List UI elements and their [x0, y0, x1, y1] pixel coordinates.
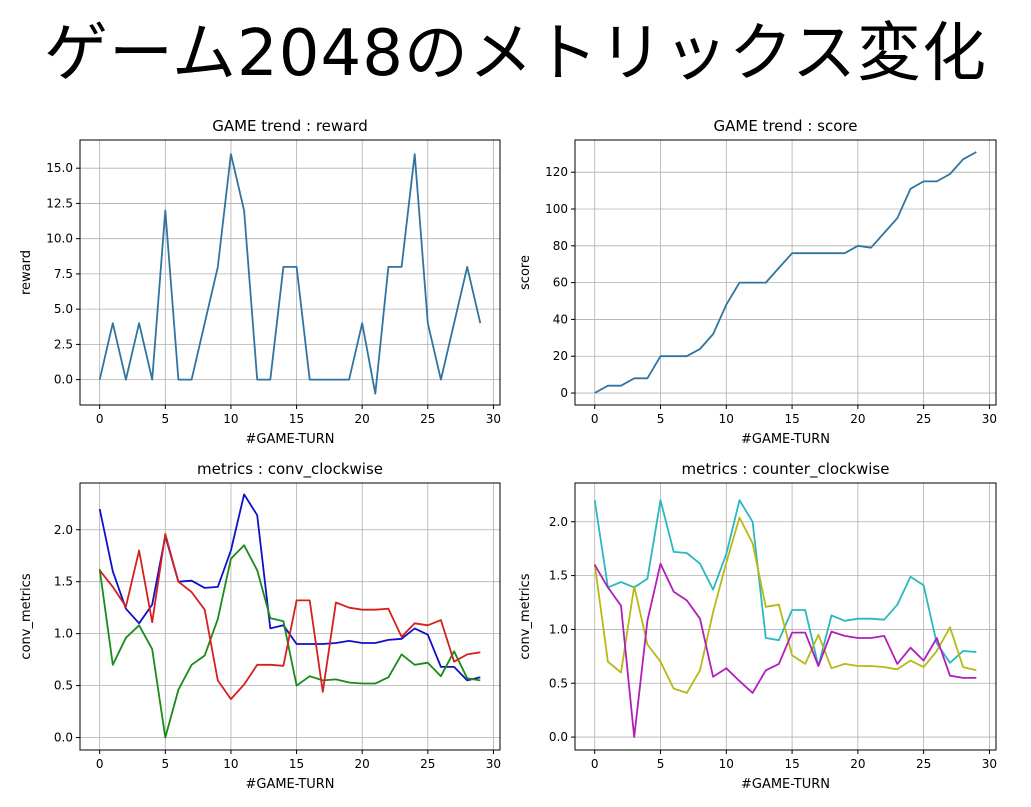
chart-0-xtick-label-4: 20 — [355, 412, 370, 426]
chart-0-xtick-label-6: 30 — [486, 412, 501, 426]
chart-0-title: GAME trend : reward — [212, 117, 368, 135]
chart-3-ytick-label-1: 0.5 — [549, 676, 568, 690]
chart-0-ytick-label-5: 12.5 — [46, 196, 73, 210]
chart-2-series-line-1 — [98, 544, 481, 739]
chart-2-xtick-label-6: 30 — [486, 757, 501, 771]
chart-1-ylabel: score — [518, 255, 533, 290]
chart-1-ytick-label-4: 80 — [553, 239, 568, 253]
chart-1-ytick-label-2: 40 — [553, 312, 568, 326]
chart-3-frame — [574, 482, 997, 751]
chart-2-xlabel: #GAME-TURN — [245, 777, 334, 792]
chart-3-title: metrics : counter_clockwise — [682, 460, 890, 479]
chart-1-xtick-label-2: 10 — [719, 412, 734, 426]
chart-0-ytick-label-2: 5.0 — [54, 302, 73, 316]
chart-1-xlabel: #GAME-TURN — [741, 432, 830, 447]
chart-1-ytick-label-5: 100 — [545, 202, 568, 216]
chart-3-xtick-label-1: 5 — [657, 757, 665, 771]
chart-1-xtick-label-0: 0 — [591, 412, 599, 426]
chart-3-xtick-label-5: 25 — [916, 757, 931, 771]
chart-2-ytick-label-1: 0.5 — [54, 679, 73, 693]
chart-1-ytick-label-6: 120 — [545, 165, 568, 179]
chart-3-xtick-label-0: 0 — [591, 757, 599, 771]
chart-3-xlabel: #GAME-TURN — [741, 777, 830, 792]
chart-3-ytick-label-2: 1.0 — [549, 622, 568, 636]
chart-2-ylabel: conv_metrics — [19, 573, 34, 659]
chart-3-series-line-0 — [593, 499, 977, 667]
chart-0-ytick-label-3: 7.5 — [54, 267, 73, 281]
chart-1-xtick-label-1: 5 — [657, 412, 665, 426]
chart-1-xtick-label-5: 25 — [916, 412, 931, 426]
chart-2-ytick-label-0: 0.0 — [54, 731, 73, 745]
chart-2-ytick-label-2: 1.0 — [54, 627, 73, 641]
chart-1-ytick-label-0: 0 — [560, 386, 568, 400]
chart-0-frame — [79, 139, 501, 406]
chart-3-series-line-1 — [593, 516, 977, 694]
chart-2-series-line-2 — [98, 533, 481, 700]
chart-3-xtick-label-2: 10 — [719, 757, 734, 771]
chart-3-ylabel: conv_metrics — [518, 573, 533, 659]
chart-0-xtick-label-2: 10 — [223, 412, 238, 426]
chart-0-xtick-label-3: 15 — [289, 412, 304, 426]
chart-reward: 0 5 10 15 20 25 30 0.0 2.5 5.0 7.5 10.0 12.5 15.0 GAME… — [19, 117, 501, 447]
chart-0-xtick-label-5: 25 — [420, 412, 435, 426]
chart-3-xtick-label-6: 30 — [982, 757, 997, 771]
chart-1-xtick-label-3: 15 — [784, 412, 799, 426]
chart-3-ytick-label-3: 1.5 — [549, 569, 568, 583]
chart-2-ytick-label-3: 1.5 — [54, 575, 73, 589]
chart-0-xtick-label-0: 0 — [96, 412, 104, 426]
chart-2-xtick-label-3: 15 — [289, 757, 304, 771]
chart-0-xtick-label-1: 5 — [161, 412, 169, 426]
chart-2-ytick-label-4: 2.0 — [54, 523, 73, 537]
chart-0-ytick-label-0: 0.0 — [54, 373, 73, 387]
chart-3-ytick-label-4: 2.0 — [549, 515, 568, 529]
chart-0-ytick-label-6: 15.0 — [46, 161, 73, 175]
chart-0-xlabel: #GAME-TURN — [245, 432, 334, 447]
chart-conv-clockwise: 0 5 10 15 20 25 30 0.0 0.5 1.0 1.5 2.0 metrics : con… — [19, 460, 501, 792]
chart-0-ytick-label-4: 10.0 — [46, 232, 73, 246]
chart-3-xtick-label-4: 20 — [850, 757, 865, 771]
chart-0-ylabel: reward — [19, 250, 34, 295]
chart-2-xtick-label-5: 25 — [420, 757, 435, 771]
chart-2-xtick-label-0: 0 — [96, 757, 104, 771]
chart-1-series-line-0 — [594, 151, 977, 394]
chart-3-xtick-label-3: 15 — [784, 757, 799, 771]
chart-3-ytick-label-0: 0.0 — [549, 730, 568, 744]
chart-2-frame — [79, 482, 501, 751]
chart-2-xtick-label-2: 10 — [223, 757, 238, 771]
chart-2-title: metrics : conv_clockwise — [197, 460, 383, 479]
chart-1-ytick-label-3: 60 — [553, 276, 568, 290]
page-title: ゲーム2048のメトリックス変化 — [43, 17, 988, 91]
chart-counter-clockwise: 0 5 10 15 20 25 30 0.0 0.5 1.0 1.5 2.0 metrics : cou… — [518, 460, 997, 792]
chart-1-title: GAME trend : score — [714, 117, 858, 135]
chart-1-frame — [574, 139, 997, 406]
chart-1-ytick-label-1: 20 — [553, 349, 568, 363]
chart-score: 0 5 10 15 20 25 30 0 20 40 60 80 100 120 GAME trend : … — [518, 117, 997, 447]
chart-0-ytick-label-1: 2.5 — [54, 337, 73, 351]
chart-2-xtick-label-1: 5 — [161, 757, 169, 771]
chart-1-xtick-label-4: 20 — [850, 412, 865, 426]
chart-1-xtick-label-6: 30 — [982, 412, 997, 426]
chart-0-series-line-0 — [98, 153, 482, 395]
chart-2-xtick-label-4: 20 — [355, 757, 370, 771]
chart-3-series-line-2 — [593, 562, 977, 738]
